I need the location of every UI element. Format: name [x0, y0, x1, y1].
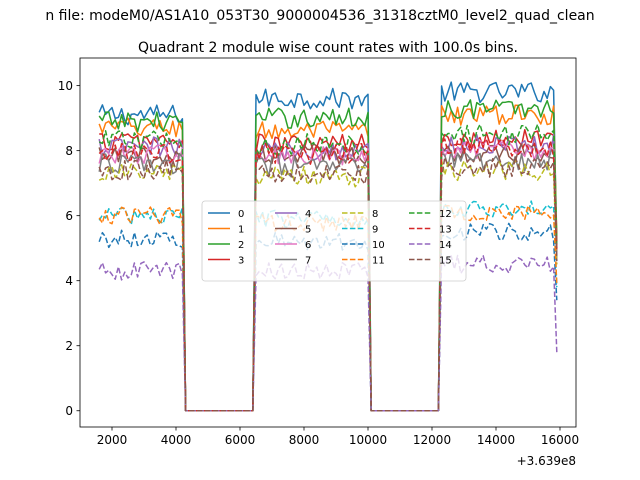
x-tick-label: 12000	[413, 433, 451, 447]
legend-label-2: 2	[238, 240, 244, 251]
legend-frame	[201, 200, 467, 282]
series-line-1	[98, 104, 558, 412]
series-line-13	[98, 137, 558, 412]
x-tick-label: 2000	[97, 433, 128, 447]
legend-label-13: 13	[439, 225, 452, 236]
series-line-0	[98, 81, 558, 412]
x-tick-label: 10000	[349, 433, 387, 447]
series-line-10	[98, 222, 558, 412]
legend-label-3: 3	[238, 256, 244, 267]
legend-label-7: 7	[305, 256, 311, 267]
y-tick-label: 4	[65, 274, 73, 288]
x-tick-label: 8000	[289, 433, 320, 447]
chart-title: Quadrant 2 module wise count rates with …	[138, 40, 518, 56]
x-offset-label: +3.639e8	[517, 454, 576, 468]
legend-label-9: 9	[372, 225, 378, 236]
legend-label-0: 0	[238, 209, 244, 220]
legend-label-1: 1	[238, 225, 244, 236]
y-tick-label: 2	[65, 339, 73, 353]
legend-label-8: 8	[372, 209, 378, 220]
x-tick-label: 14000	[477, 433, 515, 447]
axes-frame	[79, 57, 577, 428]
x-tick-label: 6000	[225, 433, 256, 447]
legend-label-11: 11	[372, 256, 385, 267]
legend-label-5: 5	[305, 225, 311, 236]
x-tick-label: 16000	[541, 433, 579, 447]
y-tick-label: 10	[58, 79, 73, 93]
series-line-12	[98, 123, 558, 412]
legend-label-14: 14	[439, 240, 452, 251]
y-tick-label: 6	[65, 209, 73, 223]
legend-label-6: 6	[305, 240, 311, 251]
y-tick-label: 0	[65, 404, 73, 418]
plot-area: 2000 4000 6000 8000 10000 12000 14000 16000 0 2 4 6…	[58, 57, 579, 447]
x-tick-label: 4000	[161, 433, 192, 447]
legend-label-12: 12	[439, 209, 452, 220]
series-line-15	[98, 156, 558, 412]
legend-label-4: 4	[305, 209, 311, 220]
figure-suptitle: n file: modeM0/AS1A10_053T30_9000004536_…	[45, 8, 594, 24]
series-line-6	[98, 139, 558, 412]
series-line-2	[98, 99, 558, 412]
y-tick-label: 8	[65, 144, 73, 158]
legend-label-10: 10	[372, 240, 385, 251]
series-line-7	[98, 149, 558, 412]
legend-label-15: 15	[439, 256, 452, 267]
